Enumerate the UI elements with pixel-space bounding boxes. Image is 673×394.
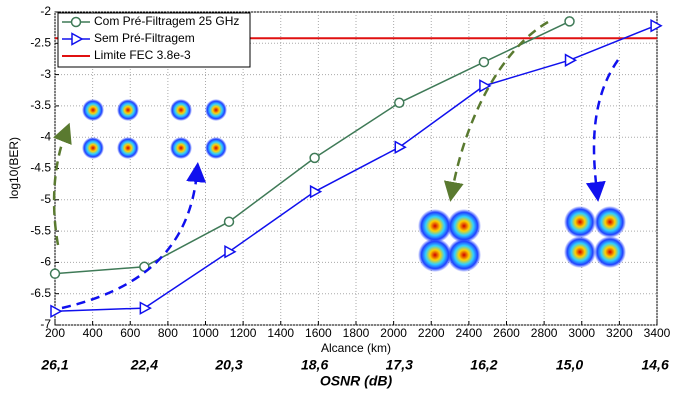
y-axis-label: log10(BER) [7,137,21,199]
legend-label: Sem Pré-Filtragem [94,31,195,45]
point [565,17,574,26]
point [225,217,234,226]
x-tick-label: 1000 [192,326,219,340]
x-tick-label: 2600 [493,326,520,340]
x2-axis-label: OSNR (dB) [320,373,393,389]
x-tick-label: 2400 [456,326,483,340]
x2-tick-label: 16,2 [470,357,497,373]
point [310,153,319,162]
x2-tick-label: 14,6 [641,357,668,373]
point [479,58,488,67]
legend-marker [72,18,81,27]
x-tick-label: 200 [45,326,65,340]
x-tick-label: 400 [83,326,103,340]
x2-tick-label: 20,3 [214,357,242,373]
point [51,269,60,278]
x-tick-label: 600 [120,326,140,340]
x-tick-label: 2800 [531,326,558,340]
x-tick-label: 2000 [380,326,407,340]
y-tick-label: -2 [40,4,51,18]
x-tick-label: 1600 [305,326,332,340]
x2-tick-label: 17,3 [386,357,413,373]
y-tick-label: -4.5 [30,161,51,175]
y-tick-label: -5 [40,192,51,206]
x-tick-label: 800 [158,326,178,340]
x-tick-label: 1800 [343,326,370,340]
x2-tick-label: 26,1 [40,357,68,373]
x-tick-label: 3400 [644,326,671,340]
y-tick-label: -6 [40,255,51,269]
point [395,98,404,107]
legend-label: Limite FEC 3.8e-3 [94,48,191,62]
y-tick-label: -4 [40,129,51,143]
x-tick-label: 2200 [418,326,445,340]
x-tick-label: 3000 [568,326,595,340]
legend: Com Pré-Filtragem 25 GHz Sem Pré-Filtrage… [58,13,250,67]
x-axis-label: Alcance (km) [321,341,391,355]
x2-tick-label: 22,4 [130,357,158,373]
chart: Com Pré-Filtragem 25 GHz Sem Pré-Filtrage… [0,0,673,394]
x-tick-label: 3200 [606,326,633,340]
x-tick-label: 1400 [267,326,294,340]
x2-tick-label: 15,0 [556,357,583,373]
legend-label: Com Pré-Filtragem 25 GHz [94,14,239,28]
y-tick-label: -5.5 [30,223,51,237]
y-tick-label: -3.5 [30,98,51,112]
y-tick-label: -2.5 [30,35,51,49]
y-tick-label: -6.5 [30,286,51,300]
x2-tick-label: 18,6 [301,357,328,373]
x-tick-label: 1200 [230,326,257,340]
y-tick-label: -3 [40,67,51,81]
